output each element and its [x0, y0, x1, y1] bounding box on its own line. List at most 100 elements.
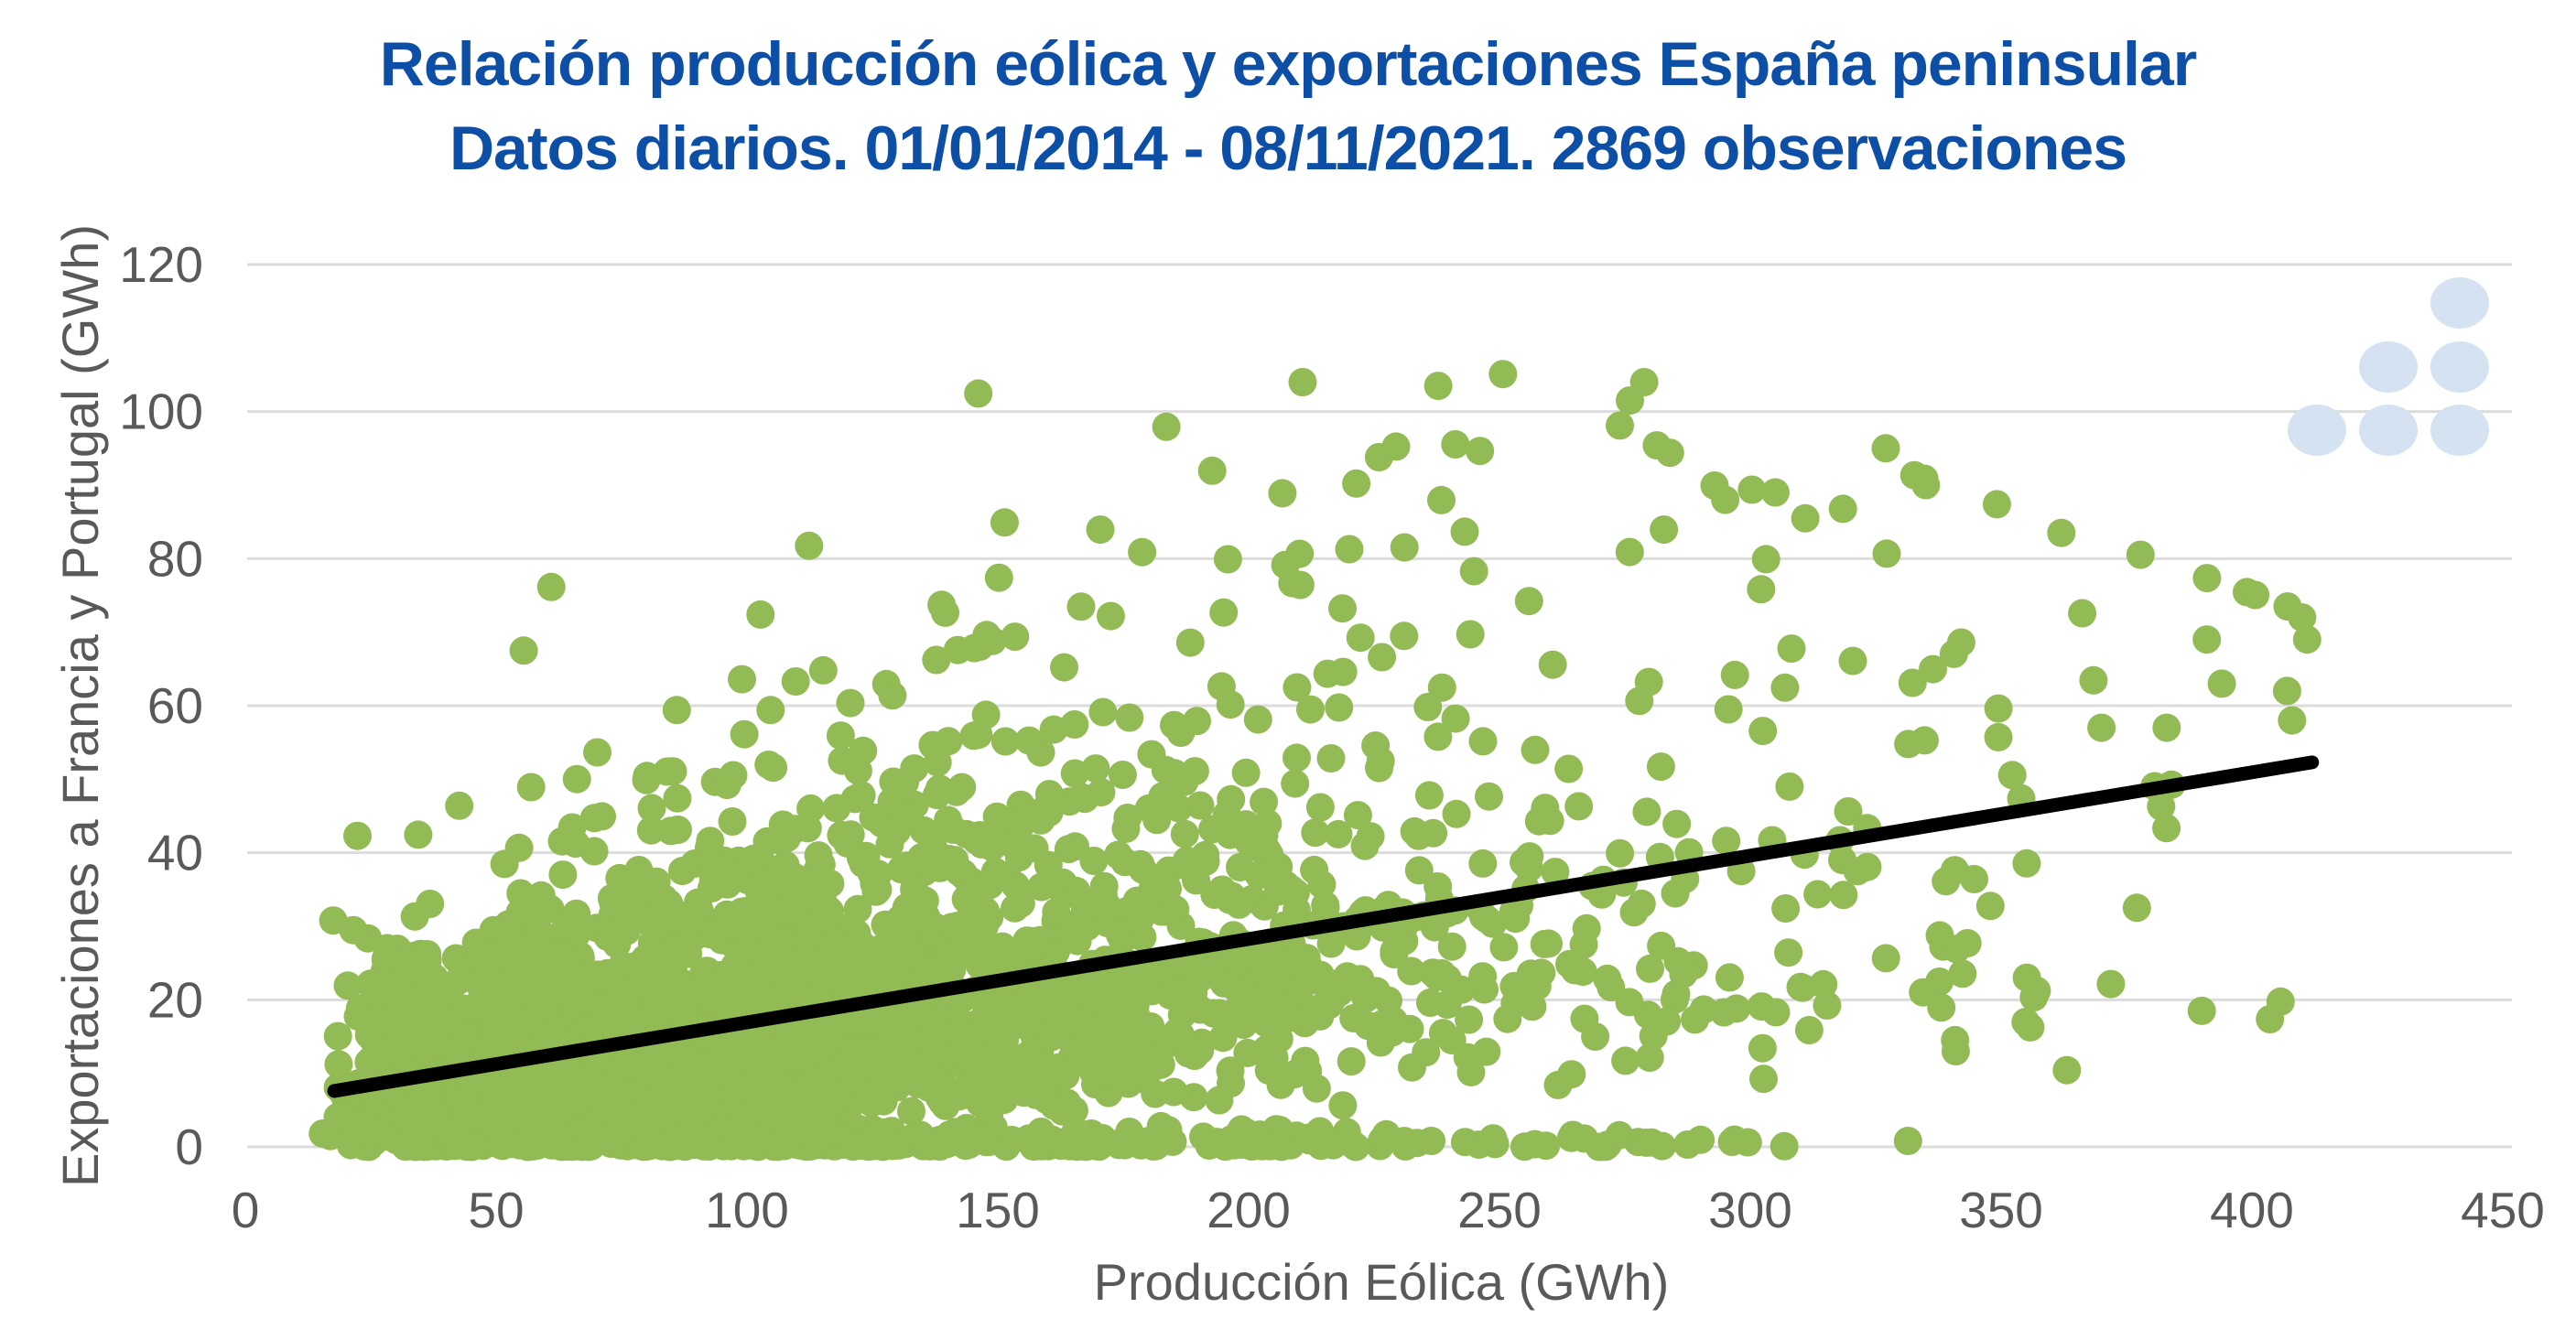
scatter-point [1180, 1042, 1209, 1070]
scatter-point [1720, 660, 1749, 689]
scatter-point [548, 860, 578, 890]
scatter-point [324, 1050, 353, 1079]
scatter-point [756, 696, 785, 725]
scatter-point [1253, 809, 1283, 838]
scatter-point [1185, 995, 1215, 1024]
scatter-point [2122, 893, 2151, 923]
scatter-point [1941, 1025, 1970, 1054]
scatter-point [1126, 904, 1155, 934]
scatter-point [943, 912, 971, 941]
scatter-point [1042, 898, 1071, 926]
scatter-point [852, 938, 882, 967]
scatter-point [2272, 676, 2301, 706]
scatter-point [1828, 494, 1857, 524]
scatter-point [2052, 1055, 2082, 1085]
scatter-point [718, 807, 747, 836]
scatter-point [875, 829, 904, 859]
scatter-point [1423, 372, 1453, 401]
scatter-point [890, 1015, 919, 1044]
scatter-point [781, 667, 810, 696]
scatter-point [1441, 704, 1470, 733]
scatter-point [990, 508, 1019, 537]
scatter-point [780, 815, 809, 844]
scatter-point [1843, 857, 1872, 886]
scatter-point [2256, 1005, 2285, 1033]
scatter-point [1025, 925, 1055, 955]
chart-title-line1: Relación producción eólica y exportacion… [379, 29, 2197, 99]
scatter-point [943, 635, 972, 665]
scatter-point [457, 1132, 486, 1162]
x-tick-label: 0 [232, 1182, 260, 1238]
scatter-point [2241, 580, 2270, 610]
scatter-point [1283, 673, 1312, 702]
scatter-point [1441, 430, 1470, 459]
scatter-point [1423, 962, 1452, 991]
scatter-point [1153, 954, 1183, 982]
scatter-point [1751, 545, 1780, 574]
scatter-point [1898, 668, 1927, 697]
scatter-point [1555, 949, 1584, 978]
scatter-point [1948, 959, 1977, 989]
scatter-point [506, 879, 536, 908]
scatter-point [1712, 827, 1741, 856]
scatter-point [509, 636, 538, 665]
scatter-point [1006, 889, 1035, 918]
scatter-point [1159, 1077, 1188, 1107]
scatter-point [1337, 1129, 1367, 1159]
scatter-point [664, 938, 693, 967]
scatter-point [382, 996, 411, 1025]
scatter-point [1428, 1019, 1457, 1048]
scatter-point [715, 1058, 743, 1087]
scatter-point [1281, 769, 1310, 798]
scatter-point [1911, 470, 1941, 500]
scatter-point [1437, 932, 1467, 961]
logo-dot [2430, 277, 2489, 329]
scatter-point [337, 1127, 366, 1156]
scatter-point [601, 1126, 631, 1155]
scatter-point [1747, 575, 1776, 604]
scatter-point [494, 1075, 524, 1105]
scatter-point [450, 1021, 480, 1051]
scatter-point [1337, 1047, 1366, 1076]
scatter-point [957, 1023, 986, 1053]
scatter-point [1942, 935, 1971, 964]
scatter-point [1984, 722, 2013, 751]
scatter-point [1564, 792, 1594, 821]
scatter-point [964, 1126, 993, 1155]
scatter-point [1673, 1130, 1702, 1159]
scatter-point [1271, 550, 1300, 579]
scatter-point [1715, 963, 1744, 992]
scatter-point [1456, 620, 1485, 649]
scatter-point [1313, 659, 1342, 688]
scatter-point [1029, 796, 1057, 826]
scatter-point [1325, 693, 1354, 722]
scatter-point [703, 1034, 732, 1064]
scatter-point [1489, 933, 1519, 962]
scatter-point [2152, 713, 2181, 742]
scatter-point [1156, 981, 1185, 1010]
scatter-point [1217, 784, 1246, 814]
scatter-point [1803, 880, 1833, 909]
scatter-point [1054, 835, 1083, 864]
scatter-point [401, 1132, 430, 1162]
logo-dot [2430, 405, 2489, 456]
scatter-point [804, 841, 833, 870]
scatter-point [859, 803, 888, 832]
x-tick-label: 350 [1959, 1182, 2043, 1238]
scatter-point [2126, 540, 2155, 569]
scatter-point [1871, 944, 1900, 973]
scatter-point [1605, 1120, 1634, 1150]
scatter-point [1166, 719, 1196, 747]
scatter-point [728, 665, 756, 694]
x-tick-label: 400 [2210, 1182, 2294, 1238]
scatter-point [485, 1130, 514, 1159]
scatter-point [579, 804, 609, 833]
scatter-point [1606, 411, 1634, 440]
scatter-point [982, 802, 1012, 831]
scatter-point [746, 600, 775, 629]
scatter-point [323, 1021, 352, 1051]
scatter-point [1200, 954, 1229, 983]
scatter-point [1296, 695, 1325, 724]
scatter-point [992, 827, 1022, 856]
scatter-point [754, 751, 784, 779]
